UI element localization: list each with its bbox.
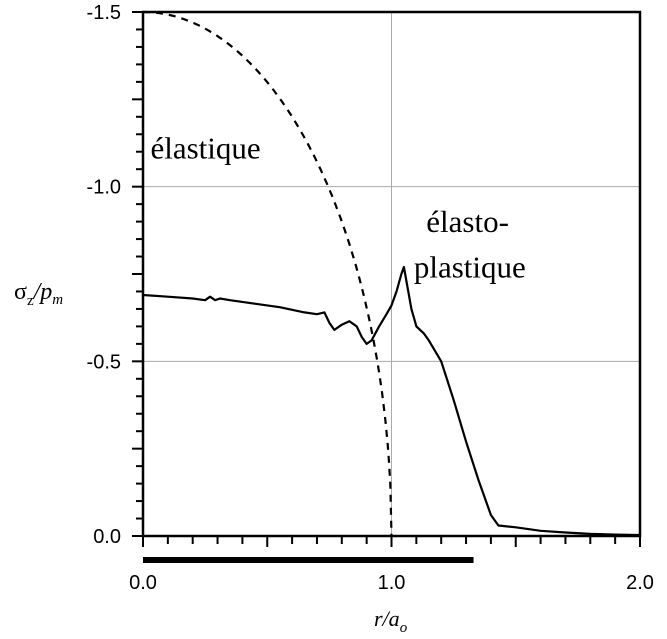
x-axis-title-sub: o: [400, 620, 408, 636]
annotation-label: plastique: [414, 249, 526, 284]
grid-lines: [143, 12, 640, 536]
series-layer: [142, 10, 641, 537]
minor-ticks: [132, 11, 641, 547]
x-tick-label: 2.0: [626, 572, 654, 594]
contact-zone-bar: [143, 557, 474, 563]
y-tick-labels: 0.0 -0.5 -1.0 -1.5: [87, 2, 121, 548]
annotations: élastique élasto-plastique: [150, 131, 525, 285]
x-axis-title: r/ao: [374, 606, 408, 636]
y-tick-label: -1.0: [87, 177, 121, 199]
x-tick-label: 0.0: [129, 572, 157, 594]
x-tick-label: 1.0: [378, 572, 406, 594]
y-tick-label: 0.0: [93, 526, 121, 548]
y-axis-title-sub: z: [27, 293, 34, 309]
elastoplastic-series-line: [142, 265, 641, 537]
y-tick-label: -1.5: [87, 2, 121, 24]
y-axis-title-rest: /p: [32, 279, 53, 305]
y-axis-title-main: σ: [14, 279, 27, 305]
y-axis-title-sub2: m: [52, 292, 63, 308]
x-tick-labels: 0.0 1.0 2.0: [129, 572, 654, 594]
y-tick-label: -0.5: [87, 351, 121, 373]
y-axis-title: σz/pm: [14, 279, 63, 309]
annotation-label: élasto-: [426, 204, 509, 239]
annotation-label: élastique: [150, 131, 260, 166]
elastic-series-line: [143, 10, 393, 537]
plot-frame: [141, 10, 642, 538]
x-axis-title-main: r/a: [374, 606, 400, 631]
